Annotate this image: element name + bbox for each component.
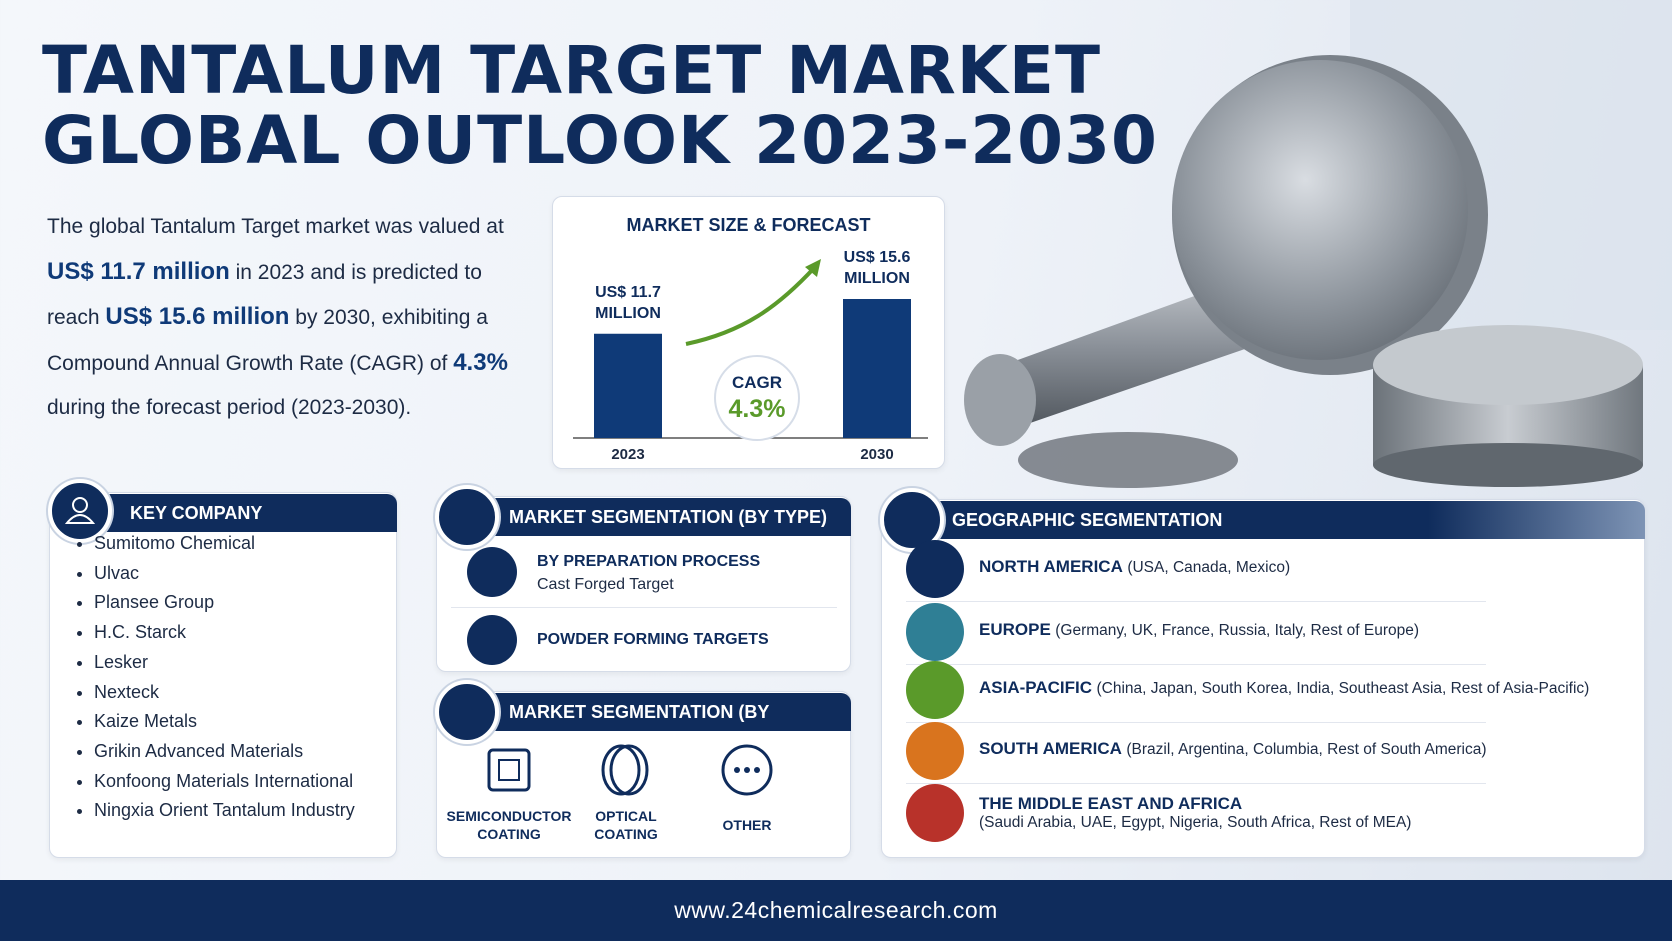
company: H.C. Starck [94, 618, 355, 648]
title: TANTALUM TARGET MARKET [42, 32, 1102, 109]
forecast-chart: MARKET SIZE & FORECAST 2023 2030 CAGR 4.3… [552, 196, 945, 469]
company: Konfoong Materials International [94, 767, 355, 797]
company: Sumitomo Chemical [94, 529, 355, 559]
cagr-value: 4.3% [728, 395, 786, 423]
icon [435, 485, 499, 549]
region-row: EUROPE (Germany, UK, France, Russia, Ita… [906, 603, 1486, 665]
region-countries: (Germany, UK, France, Russia, Italy, Res… [1055, 622, 1420, 639]
region-countries: (Brazil, Argentina, Columbia, Rest of So… [1126, 741, 1487, 758]
region-name: NORTH AMERICA [979, 557, 1123, 576]
intro-text: The global Tantalum Target market was va… [47, 205, 527, 431]
bar [594, 333, 662, 438]
region-row: ASIA-PACIFIC (China, Japan, South Korea,… [906, 661, 1589, 723]
region-icon [906, 722, 964, 780]
powder-icon [467, 615, 517, 665]
region-icon [906, 540, 964, 598]
text: by 2030, exhibiting a [295, 306, 488, 329]
segment-detail: Cast Forged Target [537, 576, 674, 593]
x-tick-label: 2030 [860, 446, 893, 463]
segment-name: POWDER FORMING TARGETS [537, 631, 769, 648]
region-icon [906, 661, 964, 719]
company: Nexteck [94, 678, 355, 708]
region-text: EUROPE (Germany, UK, France, Russia, Ita… [979, 620, 1672, 640]
text: in 2023 and is predicted to reach [47, 260, 482, 330]
growth-arrow [685, 265, 817, 346]
process-icon [467, 547, 517, 597]
icon [48, 479, 112, 543]
highlight: US$ 15.6 million [105, 303, 290, 330]
arrow-head [805, 259, 821, 277]
cagr-label: CAGR [731, 373, 783, 392]
application: SEMICONDUCTOR COATING [446, 808, 572, 842]
title: GLOBAL OUTLOOK 2023-2030 [42, 102, 1158, 179]
region-icon [906, 784, 964, 842]
card-header: GEOGRAPHIC SEGMENTATION [922, 501, 1645, 539]
chart-plot: 2023 2030 [573, 259, 928, 463]
card-header: KEY COMPANY [90, 494, 397, 532]
region-name: ASIA-PACIFIC [979, 678, 1093, 697]
company: Ningxia Orient Tantalum Industry [94, 796, 355, 826]
text: Compound Annual Growth Rate (CAGR) of [47, 351, 448, 375]
application: OPTICAL COATING [594, 808, 658, 842]
company: Plansee Group [94, 588, 355, 618]
company-list: Sumitomo ChemicalUlvacPlansee GroupH.C. … [50, 529, 355, 826]
chart-title: MARKET SIZE & FORECAST [626, 215, 871, 235]
region-text: SOUTH AMERICA (Brazil, Argentina, Columb… [979, 739, 1672, 759]
company: Lesker [94, 648, 355, 678]
text: during the forecast period (2023-2030). [47, 396, 412, 419]
company: Ulvac [94, 559, 355, 589]
card-header: MARKET SEGMENTATION (BY TYPE) [477, 498, 851, 536]
region-name: THE MIDDLE EAST AND AFRICA [979, 794, 1243, 813]
metal-illustration [964, 0, 1672, 488]
region-countries: (USA, Canada, Mexico) [1127, 559, 1291, 576]
icon [435, 680, 499, 744]
type-card: MARKET SEGMENTATION (BY TYPE) BY PREPARA… [435, 485, 851, 672]
region-text: THE MIDDLE EAST AND AFRICA (Saudi Arabia,… [979, 794, 1579, 832]
cagr-circle [714, 355, 800, 441]
region-row: SOUTH AMERICA (Brazil, Argentina, Columb… [906, 722, 1487, 784]
footer: www.24chemicalresearch.com [0, 880, 1672, 941]
region-countries: (Saudi Arabia, UAE, Egypt, Nigeria, Sout… [979, 814, 1412, 831]
value-label: US$ 11.7 MILLION [595, 283, 661, 322]
text: The global Tantalum Target market was va… [47, 215, 504, 238]
geographic-card: GEOGRAPHIC SEGMENTATION NORTH AMERICA (U… [880, 488, 1645, 858]
card-header: MARKET SEGMENTATION (BY APPLICATION) [477, 693, 851, 760]
segment-name: BY PREPARATION PROCESS [537, 553, 761, 570]
company: Kaize Metals [94, 707, 355, 737]
region-row: THE MIDDLE EAST AND AFRICA (Saudi Arabia,… [906, 784, 1606, 846]
region-name: SOUTH AMERICA [979, 739, 1122, 758]
region-row: NORTH AMERICA (USA, Canada, Mexico) [906, 540, 1486, 602]
application-icons [487, 744, 773, 796]
highlight: 4.3% [453, 348, 508, 376]
application: OTHER [722, 817, 772, 833]
key-company-card: KEY COMPANY Sumitomo ChemicalUlvacPlanse… [48, 479, 397, 858]
region-icon [906, 603, 964, 661]
region-name: EUROPE [979, 620, 1051, 639]
value-label: US$ 15.6 MILLION [843, 249, 911, 287]
region-countries: (China, Japan, South Korea, India, South… [1096, 680, 1590, 697]
bar [843, 299, 911, 438]
people-icon [64, 497, 96, 524]
company: Grikin Advanced Materials [94, 737, 355, 767]
region-text: NORTH AMERICA (USA, Canada, Mexico) [979, 557, 1672, 577]
application-card: MARKET SEGMENTATION (BY APPLICATION) SEM… [435, 680, 851, 858]
region-text: ASIA-PACIFIC (China, Japan, South Korea,… [979, 678, 1672, 698]
divider [451, 607, 837, 608]
highlight: US$ 11.7 million [47, 257, 230, 285]
x-tick-label: 2023 [611, 446, 644, 463]
website: www.24chemicalresearch.com [674, 897, 998, 923]
